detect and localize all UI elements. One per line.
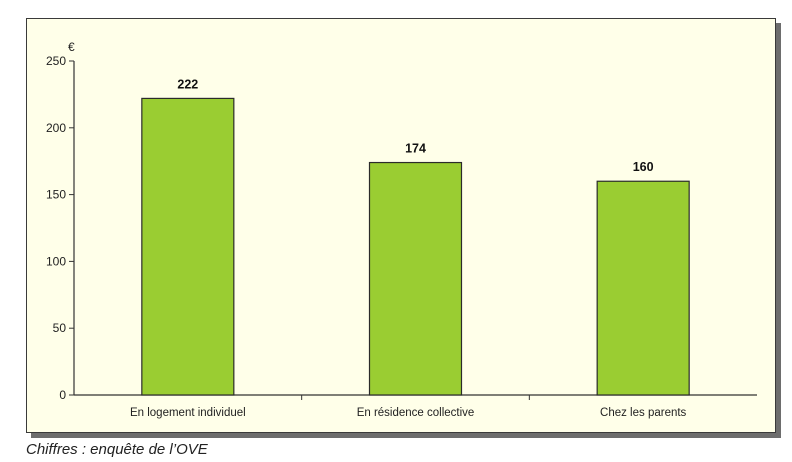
data-label: 222 <box>177 77 198 91</box>
x-tick-label: En résidence collective <box>357 407 475 419</box>
x-tick-label: Chez les parents <box>600 407 687 419</box>
bar-3 <box>596 180 690 396</box>
source-caption: Chiffres : enquête de l’OVE <box>26 441 208 458</box>
y-tick-label: 50 <box>53 321 67 335</box>
chart-bars <box>141 97 690 396</box>
bar-2 <box>368 161 463 396</box>
y-tick-label: 100 <box>46 254 66 268</box>
chart-labels: En logement individuel 222 En résidence co… <box>130 77 687 419</box>
y-tick-label: 200 <box>46 121 66 135</box>
bar-1 <box>141 97 235 396</box>
y-unit-label: € <box>68 40 75 54</box>
y-tick-label: 0 <box>59 388 66 402</box>
y-tick-label: 250 <box>46 54 66 68</box>
data-label: 160 <box>633 160 654 174</box>
x-tick-label: En logement individuel <box>130 407 246 419</box>
bar-chart: 0 50 100 150 200 250€ En logement individuel 2… <box>46 40 757 419</box>
data-label: 174 <box>405 142 426 156</box>
y-tick-label: 150 <box>46 188 66 202</box>
